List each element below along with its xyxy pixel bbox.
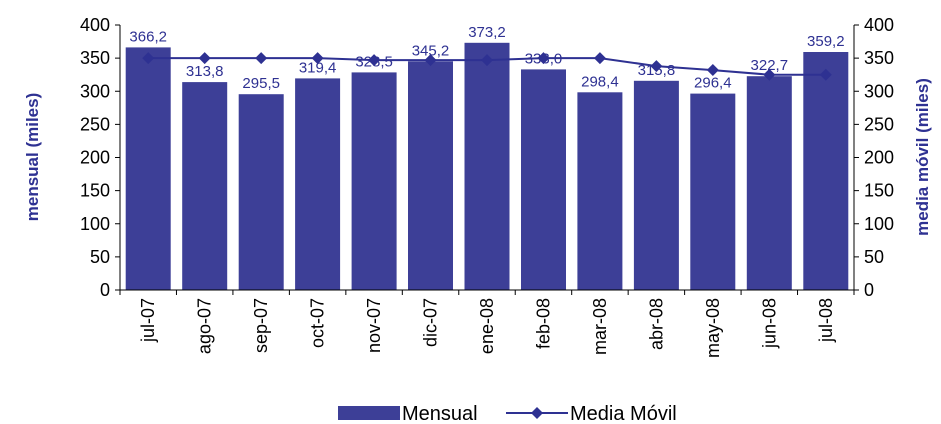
legend: Mensual Media Móvil bbox=[338, 403, 677, 424]
line-point bbox=[763, 68, 776, 81]
x-tick-label: mar-08 bbox=[590, 298, 610, 355]
bar bbox=[521, 69, 566, 291]
bar bbox=[633, 80, 679, 290]
y2-tick-label: 350 bbox=[864, 48, 894, 68]
legend-swatch-mensual bbox=[338, 406, 400, 420]
line-point bbox=[368, 54, 381, 67]
x-tick-label: sep-07 bbox=[251, 298, 271, 353]
x-tick-label: ago-07 bbox=[195, 298, 215, 354]
y2-tick-label: 250 bbox=[864, 114, 894, 134]
x-tick-label: feb-08 bbox=[534, 298, 554, 349]
y2-tick-label: 150 bbox=[864, 181, 894, 201]
y-tick-label: 200 bbox=[80, 148, 110, 168]
data-label: 333,0 bbox=[525, 50, 563, 67]
x-tick-label: oct-07 bbox=[308, 298, 328, 348]
data-label: 359,2 bbox=[807, 33, 845, 50]
y-tick-label: 150 bbox=[80, 181, 110, 201]
bar bbox=[464, 42, 510, 290]
x-tick-label: jun-08 bbox=[759, 298, 779, 349]
y-tick-label: 400 bbox=[80, 15, 110, 35]
y2-tick-label: 200 bbox=[864, 148, 894, 168]
line-point bbox=[706, 64, 719, 77]
data-label: 373,2 bbox=[468, 24, 506, 41]
line-point bbox=[537, 52, 550, 65]
y-tick-label: 300 bbox=[80, 81, 110, 101]
y-tick-label: 0 bbox=[100, 280, 110, 300]
data-labels: 366,2 313,8 295,5 319,4 328,5 345,2 373,2 333,0… bbox=[129, 24, 844, 92]
axes: 0 0 50 50 100 100 150 150 200 200 250 250 300 300 350 3… bbox=[80, 15, 894, 358]
line-point bbox=[593, 52, 606, 65]
y2-tick-label: 300 bbox=[864, 81, 894, 101]
data-label: 345,2 bbox=[412, 42, 450, 59]
data-label: 315,8 bbox=[638, 62, 676, 79]
line-point bbox=[142, 52, 155, 65]
bar-series-mensual bbox=[125, 42, 849, 291]
y2-tick-label: 50 bbox=[864, 247, 884, 267]
data-label: 366,2 bbox=[129, 28, 167, 45]
line-series-media-movil bbox=[142, 52, 832, 81]
bar bbox=[182, 82, 228, 290]
y2-tick-label: 100 bbox=[864, 214, 894, 234]
bar bbox=[746, 76, 792, 290]
x-tick-label: ene-08 bbox=[477, 298, 497, 354]
bar bbox=[125, 47, 171, 291]
legend-marker-media-movil bbox=[531, 407, 543, 419]
x-tick-label: may-08 bbox=[703, 298, 723, 358]
y-tick-label: 50 bbox=[90, 247, 110, 267]
legend-label-media-movil: Media Móvil bbox=[570, 403, 677, 424]
y2-tick-label: 400 bbox=[864, 15, 894, 35]
bar bbox=[238, 94, 284, 290]
line-point bbox=[311, 52, 324, 65]
bar bbox=[803, 52, 849, 290]
data-label: 296,4 bbox=[694, 75, 732, 92]
x-tick-label: jul-07 bbox=[138, 298, 158, 343]
line-point bbox=[481, 54, 493, 67]
line-point bbox=[819, 68, 832, 81]
y2-tick-label: 0 bbox=[864, 280, 874, 300]
x-tick-label: abr-08 bbox=[646, 298, 666, 350]
x-tick-label: jul-08 bbox=[816, 298, 836, 343]
data-label: 328,5 bbox=[355, 53, 393, 70]
data-label: 313,8 bbox=[186, 63, 224, 80]
bar bbox=[690, 93, 736, 290]
line-point bbox=[198, 52, 211, 65]
data-label: 298,4 bbox=[581, 73, 619, 90]
bar bbox=[577, 92, 623, 290]
y-tick-label: 250 bbox=[80, 114, 110, 134]
x-tick-label: nov-07 bbox=[364, 298, 384, 353]
data-label: 295,5 bbox=[242, 75, 280, 92]
data-label: 319,4 bbox=[299, 59, 337, 76]
bar bbox=[295, 78, 341, 291]
y-tick-label: 350 bbox=[80, 48, 110, 68]
line-point bbox=[255, 52, 268, 65]
y-axis-title: mensual (miles) bbox=[23, 93, 42, 222]
bar bbox=[408, 61, 453, 290]
y-tick-label: 100 bbox=[80, 214, 110, 234]
line-point bbox=[650, 60, 663, 73]
line-point bbox=[424, 54, 437, 67]
y2-axis-title: media móvil (miles) bbox=[913, 78, 932, 236]
bar bbox=[351, 72, 397, 291]
data-label: 322,7 bbox=[751, 57, 789, 74]
legend-label-mensual: Mensual bbox=[402, 403, 478, 424]
x-tick-label: dic-07 bbox=[421, 298, 441, 347]
